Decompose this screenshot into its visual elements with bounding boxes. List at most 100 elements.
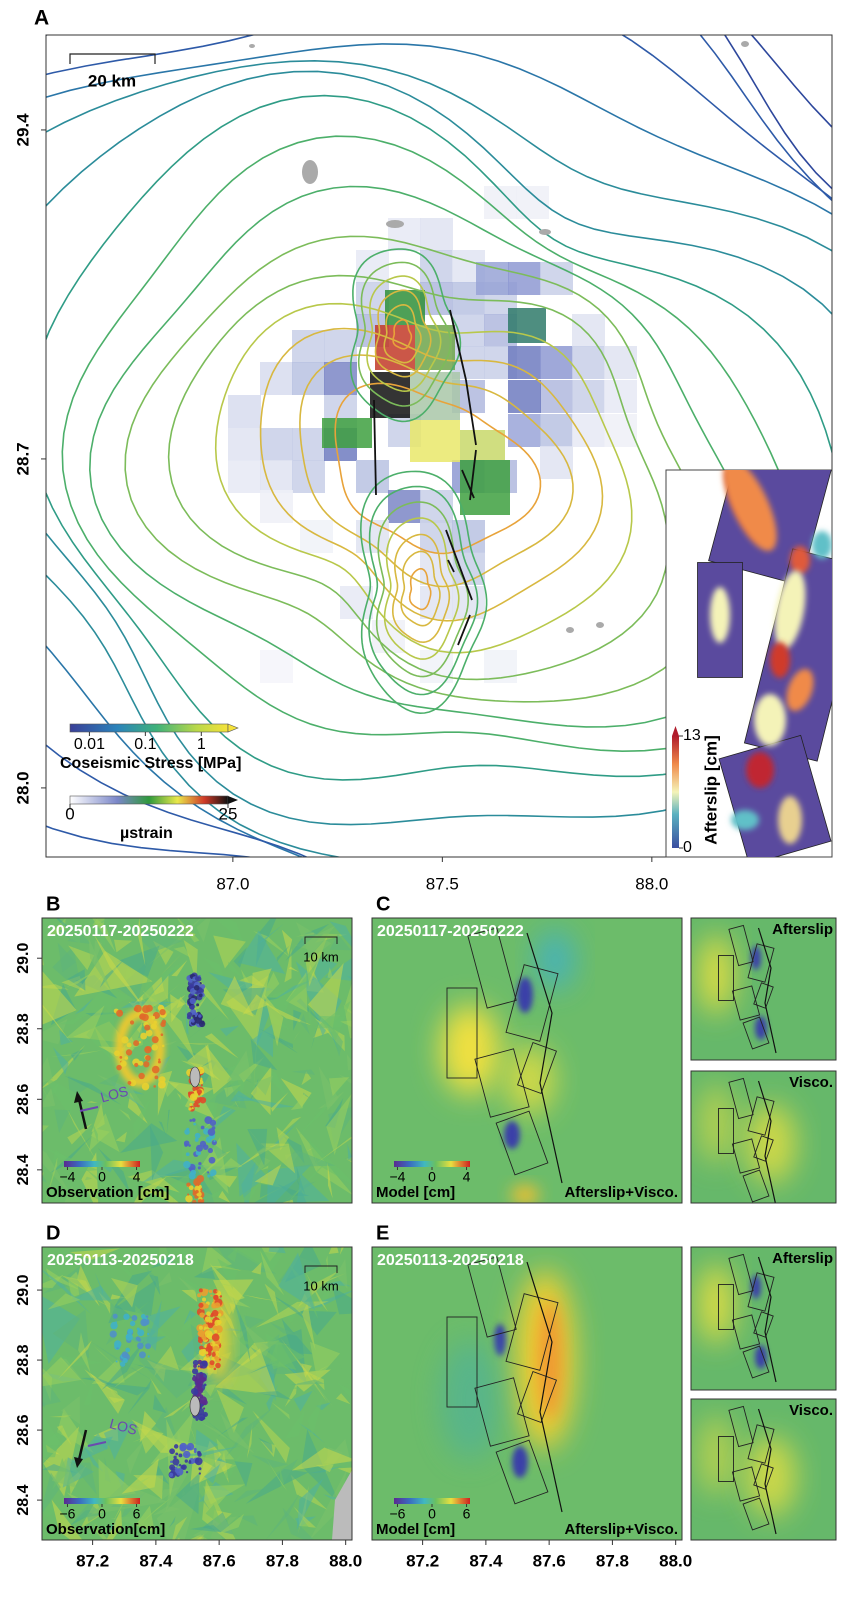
strain-cell — [508, 346, 541, 379]
speckle — [137, 1329, 144, 1336]
speckle — [151, 1023, 157, 1029]
field-blob — [504, 1121, 520, 1149]
speckle — [152, 1036, 159, 1043]
colorbar-tick-label: 0 — [98, 1169, 106, 1185]
speckle — [159, 1086, 161, 1088]
strain-cell — [604, 380, 637, 413]
speckle — [114, 1050, 120, 1056]
strain-cell — [260, 490, 293, 523]
speckle — [186, 1152, 190, 1156]
field-blob — [494, 1324, 506, 1356]
speckle — [198, 1162, 201, 1165]
speckle — [139, 1014, 144, 1019]
field-blob — [746, 1104, 796, 1184]
speckle — [210, 1342, 212, 1344]
speckle — [145, 1343, 151, 1349]
speckle — [200, 1366, 203, 1369]
field-blob — [790, 546, 810, 574]
speckle — [199, 993, 203, 997]
colorbar-tick-label: 25 — [219, 804, 238, 823]
speckle — [138, 1061, 143, 1066]
speckle — [199, 1288, 203, 1292]
colorbar-tick-label: 4 — [463, 1169, 471, 1185]
colorbar — [70, 796, 228, 804]
speckle — [161, 1033, 164, 1036]
speckle — [197, 1175, 205, 1183]
period-label: 20250113-20250218 — [47, 1252, 194, 1269]
speckle — [198, 1413, 205, 1420]
colorbar-title: Model [cm] — [376, 1184, 455, 1201]
speckle — [214, 1356, 218, 1360]
speckle — [120, 1060, 126, 1066]
strain-cell — [356, 460, 389, 493]
strain-cell — [292, 362, 325, 395]
y-tick-label: 28.7 — [13, 442, 32, 475]
speckle — [208, 1148, 213, 1153]
field-blob — [505, 1045, 555, 1115]
strain-cell — [228, 428, 261, 461]
strain-cell — [508, 380, 541, 413]
speckle — [140, 1319, 148, 1327]
speckle — [197, 1293, 201, 1297]
speckle — [219, 1358, 221, 1360]
strain-cell — [420, 218, 453, 251]
speckle — [198, 1166, 201, 1169]
speckle — [184, 1143, 188, 1147]
x-tick-label: 87.2 — [76, 1551, 109, 1570]
colorbar — [70, 724, 228, 732]
y-tick-label: 28.6 — [15, 1084, 32, 1115]
strain-cell — [540, 414, 573, 447]
speckle — [210, 1360, 215, 1365]
colorbar — [672, 736, 679, 848]
strain-cell — [260, 428, 293, 461]
colorbar-tick-label: 6 — [133, 1506, 141, 1522]
colorbar-title: Observation [cm] — [46, 1184, 169, 1201]
inset-label: Visco. — [789, 1074, 833, 1091]
speckle — [190, 998, 196, 1004]
lake — [386, 220, 404, 228]
speckle — [204, 1116, 212, 1124]
inset-label: Afterslip — [772, 921, 833, 938]
colorbar-title: Coseismic Stress [MPa] — [60, 755, 241, 772]
speckle — [209, 1290, 213, 1294]
speckle — [193, 1364, 197, 1368]
speckle — [134, 1005, 142, 1013]
speckle — [123, 1314, 129, 1320]
colorbar — [64, 1498, 140, 1504]
lake — [539, 229, 551, 235]
speckle — [195, 1133, 201, 1139]
speckle — [110, 1322, 117, 1329]
lake — [190, 1396, 200, 1416]
speckle — [189, 1460, 191, 1462]
speckle — [192, 1368, 198, 1374]
y-tick-label: 28.8 — [15, 1013, 32, 1044]
speckle — [128, 1081, 132, 1085]
colorbar-tick-label: 0 — [428, 1169, 436, 1185]
speckle — [207, 1171, 209, 1173]
speckle — [176, 1468, 183, 1475]
speckle — [215, 1351, 219, 1355]
speckle — [214, 1302, 220, 1308]
speckle — [141, 1314, 146, 1319]
speckle — [185, 1454, 187, 1456]
speckle — [152, 1066, 160, 1074]
speckle — [199, 1326, 203, 1330]
y-tick-label: 28.8 — [15, 1344, 32, 1375]
speckle — [158, 1059, 160, 1061]
colorbar-tick-label: −4 — [389, 1169, 405, 1185]
y-tick-label: 29.0 — [15, 1274, 32, 1305]
field-blob — [755, 1345, 767, 1369]
lake — [596, 622, 604, 628]
map-inset — [691, 1247, 836, 1390]
colorbar-tick-label: −6 — [389, 1506, 405, 1522]
speckle — [195, 1379, 201, 1385]
speckle — [206, 1311, 211, 1316]
colorbar-title: Afterslip [cm] — [701, 735, 720, 845]
speckle — [198, 1338, 203, 1343]
speckle — [183, 1161, 190, 1168]
speckle — [116, 1065, 121, 1070]
strain-cell — [540, 446, 573, 479]
speckle — [198, 1014, 201, 1017]
strain-cell — [370, 372, 410, 418]
speckle — [139, 1351, 146, 1358]
